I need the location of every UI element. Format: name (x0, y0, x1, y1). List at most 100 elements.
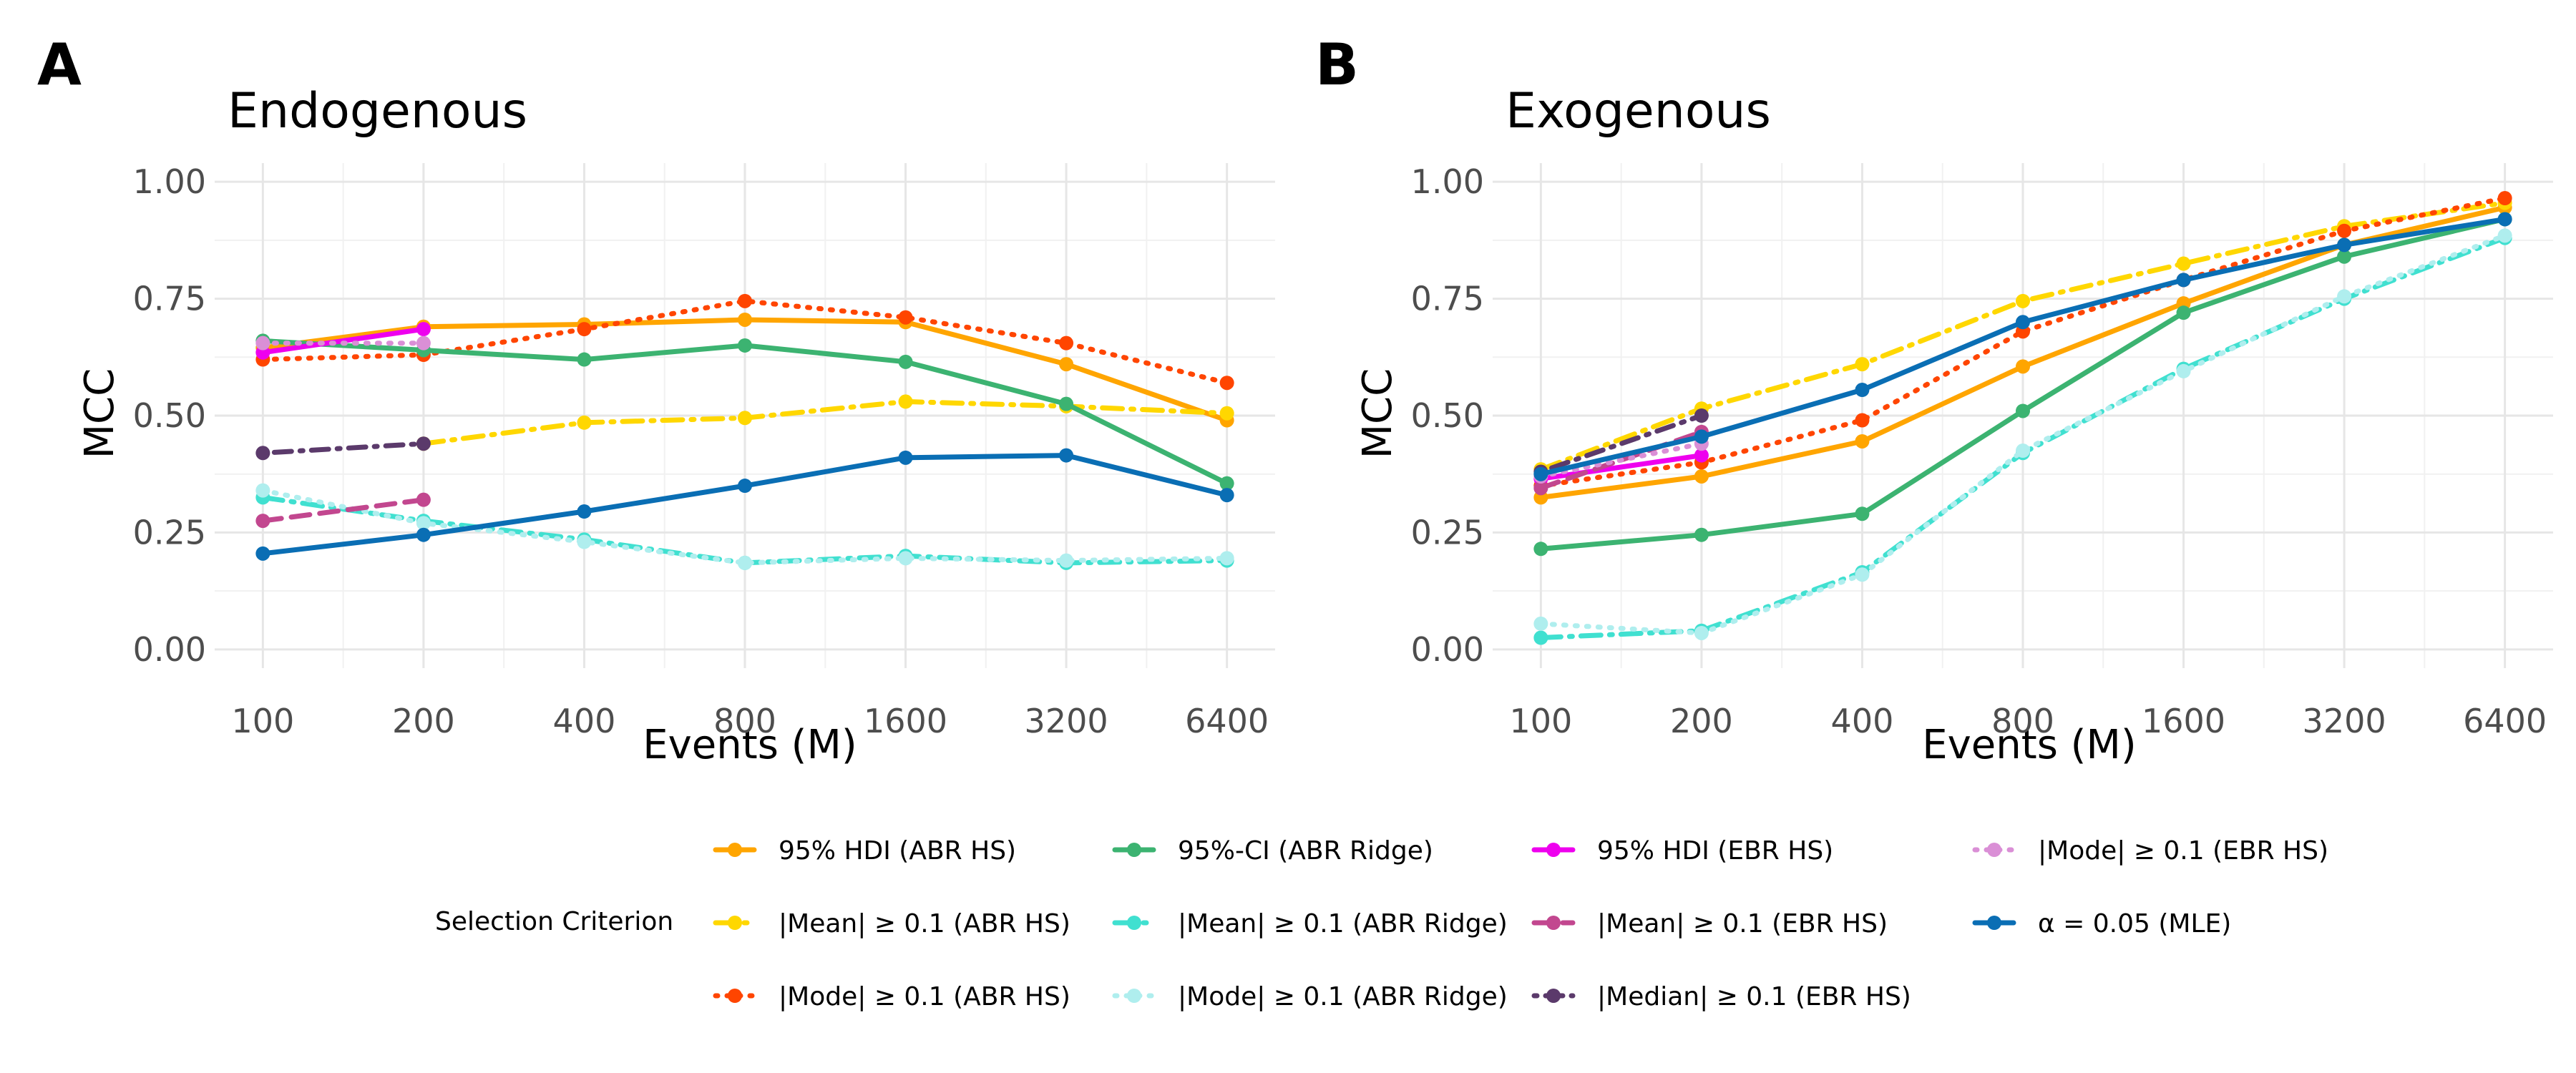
legend-key-point (1546, 989, 1561, 1003)
data-point (1059, 553, 1074, 568)
data-point (898, 450, 913, 465)
legend-item-mean-0-1-ebr-hs: |Mean| ≥ 0.1 (EBR HS) (1531, 909, 1888, 939)
panel-letter-a: A (37, 31, 82, 98)
series-line (1538, 413, 1704, 474)
data-point (1855, 413, 1870, 428)
data-point (255, 546, 270, 561)
tick-labels-b: 100 200 400 800 1600 3200 6400 0.00 0.25 0.50 0.75… (1411, 162, 2547, 740)
series-group-b (1533, 191, 2512, 645)
data-point (2337, 223, 2352, 238)
series-line (421, 398, 1230, 446)
legend-label: 95% HDI (EBR HS) (1597, 836, 1833, 866)
tick-labels-a: 100 200 400 800 1600 3200 6400 0.00 0.25 0.50 0.75… (133, 162, 1269, 740)
data-point (738, 411, 752, 426)
x-tick-label: 3200 (2303, 702, 2386, 740)
data-point (416, 516, 431, 531)
series-0-05-mle (1533, 212, 2512, 481)
legend-item-95-hdi-abr-hs: 95% HDI (ABR HS) (713, 836, 1016, 866)
y-tick-label: 0.75 (133, 280, 206, 318)
series-mean-0-1-abr-hs (416, 394, 1234, 451)
plot-area-b: 100 200 400 800 1600 3200 6400 0.00 0.25 0.50 0.75… (1411, 162, 2553, 740)
x-tick-label: 200 (392, 702, 455, 740)
y-tick-label: 0.50 (1411, 396, 1484, 435)
series-median-0-1-ebr-hs (255, 436, 431, 461)
data-point (1694, 429, 1709, 444)
series-mode-0-1-abr-ridge (255, 483, 1234, 570)
legend-item-mode-0-1-ebr-hs: |Mode| ≥ 0.1 (EBR HS) (1972, 836, 2328, 866)
legend-key-point (728, 916, 742, 930)
y-axis-title-a: MCC (77, 368, 123, 459)
legend-key-point (1127, 843, 1141, 857)
data-point (738, 479, 752, 494)
legend-key-point (728, 989, 742, 1003)
data-point (1694, 527, 1709, 542)
legend-key-point (728, 843, 742, 857)
legend-label: |Mode| ≥ 0.1 (EBR HS) (2038, 836, 2328, 866)
series-mode-0-1-ebr-hs (255, 335, 431, 351)
data-point (1533, 616, 1548, 631)
x-tick-label: 1600 (2142, 702, 2225, 740)
x-tick-label: 3200 (1025, 702, 1108, 740)
legend-item-0-05-mle: α = 0.05 (MLE) (1972, 909, 2231, 939)
data-point (738, 338, 752, 353)
series-mode-0-1-abr-ridge (1533, 228, 2512, 640)
data-point (1694, 448, 1709, 463)
x-axis-title-a: Events (M) (643, 722, 857, 768)
x-tick-label: 6400 (1185, 702, 1269, 740)
legend-label: |Mean| ≥ 0.1 (ABR HS) (779, 909, 1070, 939)
panel-title-b: Exogenous (1506, 83, 1771, 139)
series-line (1538, 441, 1704, 479)
y-tick-label: 1.00 (133, 162, 206, 201)
panel-a: A Endogenous MCC Events (M) 100 200 400 800… (37, 31, 1275, 768)
x-tick-label: 200 (1670, 702, 1733, 740)
data-point (255, 335, 270, 351)
legend-item-mean-0-1-abr-hs: |Mean| ≥ 0.1 (ABR HS) (713, 909, 1070, 939)
data-point (898, 394, 913, 409)
legend-label: |Mode| ≥ 0.1 (ABR Ridge) (1178, 982, 1508, 1011)
data-point (1059, 335, 1074, 351)
data-point (416, 436, 431, 451)
data-point (2176, 305, 2191, 320)
data-point (416, 322, 431, 337)
data-point (1219, 376, 1234, 391)
data-point (577, 415, 592, 430)
legend-label: |Mean| ≥ 0.1 (ABR Ridge) (1178, 909, 1508, 939)
legend-label: |Mean| ≥ 0.1 (EBR HS) (1597, 909, 1888, 939)
legend-label: 95%-CI (ABR Ridge) (1178, 836, 1433, 866)
data-point (2176, 363, 2191, 378)
data-point (2016, 359, 2030, 374)
x-tick-label: 6400 (2463, 702, 2547, 740)
data-point (1855, 357, 1870, 372)
data-point (2016, 293, 2030, 308)
data-point (2337, 289, 2352, 304)
data-point (1533, 630, 1548, 645)
x-tick-label: 400 (553, 702, 616, 740)
plot-area-a: 100 200 400 800 1600 3200 6400 0.00 0.25 0.50 0.75… (133, 162, 1275, 740)
data-point (1694, 469, 1709, 484)
y-axis-title-b: MCC (1355, 368, 1401, 459)
series-mean-0-1-ebr-hs (255, 492, 431, 529)
data-point (255, 446, 270, 461)
legend-key-point (1546, 843, 1561, 857)
data-point (577, 504, 592, 519)
data-point (898, 551, 913, 566)
data-point (577, 322, 592, 337)
data-point (2497, 228, 2512, 243)
x-tick-label: 1600 (864, 702, 947, 740)
legend-item-median-0-1-ebr-hs: |Median| ≥ 0.1 (EBR HS) (1531, 982, 1911, 1011)
legend-label: α = 0.05 (MLE) (2038, 909, 2231, 939)
legend-title: Selection Criterion (435, 907, 673, 936)
data-point (1855, 383, 1870, 398)
panel-letter-b: B (1315, 31, 1359, 98)
data-point (2337, 249, 2352, 264)
y-tick-label: 0.25 (133, 513, 206, 552)
legend-item-95-hdi-ebr-hs: 95% HDI (EBR HS) (1531, 836, 1833, 866)
panel-b: B Exogenous MCC Events (M) 100 200 400 800 1… (1315, 31, 2553, 768)
series-0-05-mle (255, 448, 1234, 561)
series-line (260, 441, 426, 456)
data-point (1219, 551, 1234, 566)
y-tick-label: 0.00 (133, 630, 206, 669)
data-point (416, 335, 431, 351)
x-axis-title-b: Events (M) (1922, 722, 2136, 768)
